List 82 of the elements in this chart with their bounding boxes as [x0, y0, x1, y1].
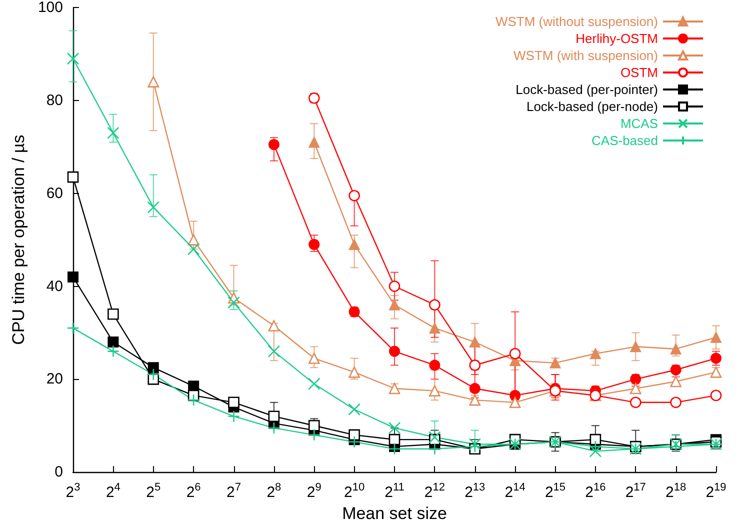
y-tick-label: 60	[46, 184, 63, 202]
point	[469, 382, 480, 394]
point	[630, 396, 642, 408]
point	[428, 442, 441, 456]
point	[108, 308, 119, 320]
point	[670, 376, 682, 388]
point	[388, 382, 400, 394]
point	[348, 238, 360, 250]
point	[187, 394, 200, 406]
point	[710, 366, 722, 378]
point	[468, 438, 482, 450]
point	[308, 420, 320, 432]
point	[388, 442, 401, 456]
point	[509, 396, 521, 408]
y-axis-title: CPU time per operation / µs	[9, 134, 28, 345]
point	[469, 360, 481, 371]
point	[388, 434, 400, 446]
point	[388, 422, 401, 434]
point	[670, 343, 682, 354]
point	[469, 394, 481, 406]
y-tick-label: 100	[38, 0, 63, 16]
point	[147, 201, 160, 214]
point	[590, 348, 601, 360]
point	[389, 346, 400, 357]
point	[630, 341, 642, 352]
point	[710, 390, 722, 402]
point	[66, 52, 80, 65]
point	[268, 410, 280, 422]
legend-label: MCAS	[620, 116, 658, 131]
point	[228, 396, 240, 408]
point	[630, 382, 642, 394]
point	[429, 322, 440, 334]
point	[550, 357, 561, 368]
point	[429, 360, 440, 371]
point	[308, 136, 320, 148]
point	[348, 190, 360, 202]
y-tick-label: 40	[46, 278, 63, 295]
legend-label: OSTM	[620, 65, 658, 80]
point	[268, 345, 280, 358]
legend-label: WSTM (without suspension)	[495, 14, 658, 29]
point	[388, 280, 400, 292]
x-axis-title: Mean set size	[342, 504, 447, 523]
point	[268, 139, 280, 150]
point	[66, 322, 80, 334]
point	[308, 352, 320, 364]
point	[187, 242, 200, 256]
point	[268, 422, 280, 434]
point	[348, 436, 360, 448]
point	[308, 378, 320, 390]
legend-label: Herlihy-OSTM	[576, 31, 658, 46]
legend-label: CAS-based	[592, 133, 658, 148]
point	[188, 234, 200, 246]
point	[469, 336, 480, 348]
point	[67, 171, 79, 183]
point	[389, 299, 400, 310]
point	[268, 320, 280, 332]
point	[590, 434, 602, 446]
point	[348, 366, 360, 378]
point	[68, 271, 78, 282]
point	[108, 336, 119, 348]
legend-label: Lock-based (per-pointer)	[516, 82, 658, 97]
y-tick-label: 80	[46, 92, 63, 109]
legend-label: WSTM (with suspension)	[514, 48, 658, 63]
point	[710, 332, 722, 343]
point	[429, 299, 440, 310]
point	[348, 429, 360, 441]
y-tick-label: 20	[46, 370, 63, 388]
point	[147, 368, 160, 381]
point	[148, 362, 159, 374]
point	[429, 385, 440, 396]
point	[428, 431, 441, 444]
point	[670, 396, 682, 408]
point	[509, 348, 521, 360]
point	[308, 428, 320, 442]
point	[228, 296, 240, 309]
point	[148, 76, 160, 88]
point	[308, 238, 320, 250]
y-tick-label: 0	[54, 464, 63, 481]
legend-label: Lock-based (per-node)	[526, 99, 658, 114]
point	[589, 445, 602, 458]
point	[348, 403, 360, 416]
point	[107, 126, 120, 140]
